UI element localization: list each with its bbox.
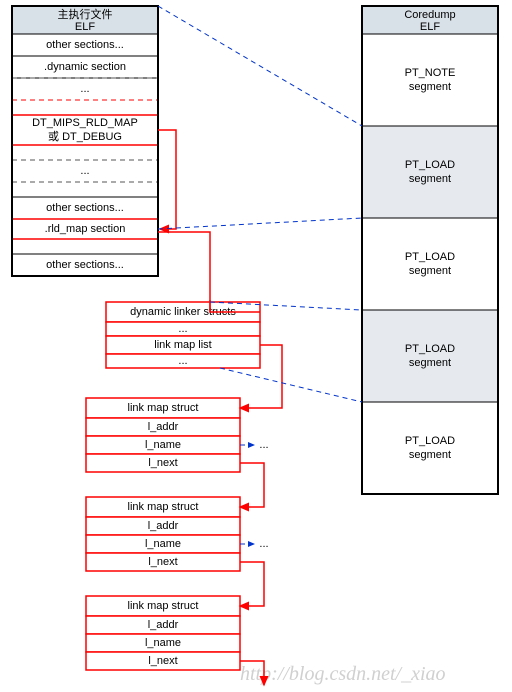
red-arrow-dtmips-rld bbox=[158, 130, 176, 229]
blue-map-top bbox=[158, 6, 362, 126]
linkmap-title-text: link map struct bbox=[128, 501, 199, 513]
blue-ellipsis: ... bbox=[259, 439, 268, 451]
linkmap-row-text: l_next bbox=[148, 655, 177, 667]
elf-red-text: DT_MIPS_RLD_MAP bbox=[32, 117, 138, 129]
linker-row-text: ... bbox=[178, 323, 187, 335]
segment-line2: segment bbox=[409, 173, 451, 185]
elf-row-text: other sections... bbox=[46, 259, 124, 271]
linkmap-row-text: l_addr bbox=[148, 421, 179, 433]
linkmap-row-text: l_name bbox=[145, 637, 181, 649]
linkmap-title-text: link map struct bbox=[128, 402, 199, 414]
linkmap-row-text: l_addr bbox=[148, 520, 179, 532]
red-arrow-lnext bbox=[240, 463, 264, 507]
elf-row-text: other sections... bbox=[46, 202, 124, 214]
segment-line1: PT_LOAD bbox=[405, 251, 455, 263]
segment-line1: PT_NOTE bbox=[405, 67, 456, 79]
segment-line1: PT_LOAD bbox=[405, 343, 455, 355]
linker-row-text: ... bbox=[178, 355, 187, 367]
linkmap-row-text: l_name bbox=[145, 439, 181, 451]
elf-header-line2: ELF bbox=[75, 21, 95, 33]
coredump-header-line1: Coredump bbox=[404, 9, 455, 21]
linkmap-row-text: l_next bbox=[148, 556, 177, 568]
segment-line1: PT_LOAD bbox=[405, 159, 455, 171]
linkmap-row-text: l_next bbox=[148, 457, 177, 469]
blue-ellipsis: ... bbox=[259, 538, 268, 550]
blue-map-4 bbox=[220, 368, 362, 402]
blue-map-2 bbox=[158, 218, 362, 229]
red-arrow-lnext bbox=[240, 562, 264, 606]
elf-row-text: other sections... bbox=[46, 39, 124, 51]
watermark: http://blog.csdn.net/_xiao bbox=[240, 663, 446, 685]
segment-line2: segment bbox=[409, 265, 451, 277]
elf-row-text: ... bbox=[80, 83, 89, 95]
red-conn-rld-linker bbox=[158, 232, 260, 312]
linkmap-title-text: link map struct bbox=[128, 600, 199, 612]
elf-red-text: .rld_map section bbox=[45, 223, 126, 235]
elf-header-line1: 主执行文件 bbox=[58, 7, 113, 21]
elf-red-text: 或 DT_DEBUG bbox=[48, 130, 122, 143]
segment-line2: segment bbox=[409, 357, 451, 369]
segment-line2: segment bbox=[409, 81, 451, 93]
linkmap-row-text: l_name bbox=[145, 538, 181, 550]
linkmap-row-text: l_addr bbox=[148, 619, 179, 631]
elf-row-text: ... bbox=[80, 165, 89, 177]
linker-row-text: link map list bbox=[154, 339, 211, 351]
segment-line2: segment bbox=[409, 449, 451, 461]
coredump-header-line2: ELF bbox=[420, 21, 440, 33]
elf-row-text: .dynamic section bbox=[44, 61, 126, 73]
segment-line1: PT_LOAD bbox=[405, 435, 455, 447]
